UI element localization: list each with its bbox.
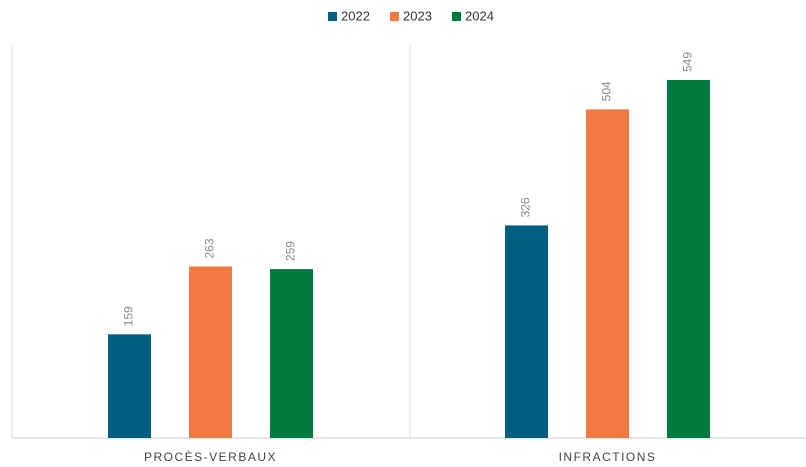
bar [667, 80, 710, 438]
data-label: 159 [122, 306, 136, 326]
legend-swatch [452, 12, 461, 21]
data-label: 326 [519, 197, 533, 217]
bar [108, 334, 151, 438]
legend-label: 2022 [341, 8, 370, 23]
bar [270, 269, 313, 438]
legend-swatch [390, 12, 399, 21]
x-tick-label: PROCÈS-VERBAUX [144, 449, 277, 464]
legend-swatch [328, 12, 337, 21]
data-label: 504 [600, 81, 614, 101]
x-tick-label: INFRACTIONS [559, 450, 657, 464]
data-label: 259 [284, 241, 298, 261]
legend-label: 2024 [465, 8, 494, 23]
bar [505, 225, 548, 438]
data-label: 549 [681, 52, 695, 72]
legend-label: 2023 [403, 8, 432, 23]
data-label: 263 [203, 238, 217, 258]
bar [189, 266, 232, 438]
bar [586, 109, 629, 438]
